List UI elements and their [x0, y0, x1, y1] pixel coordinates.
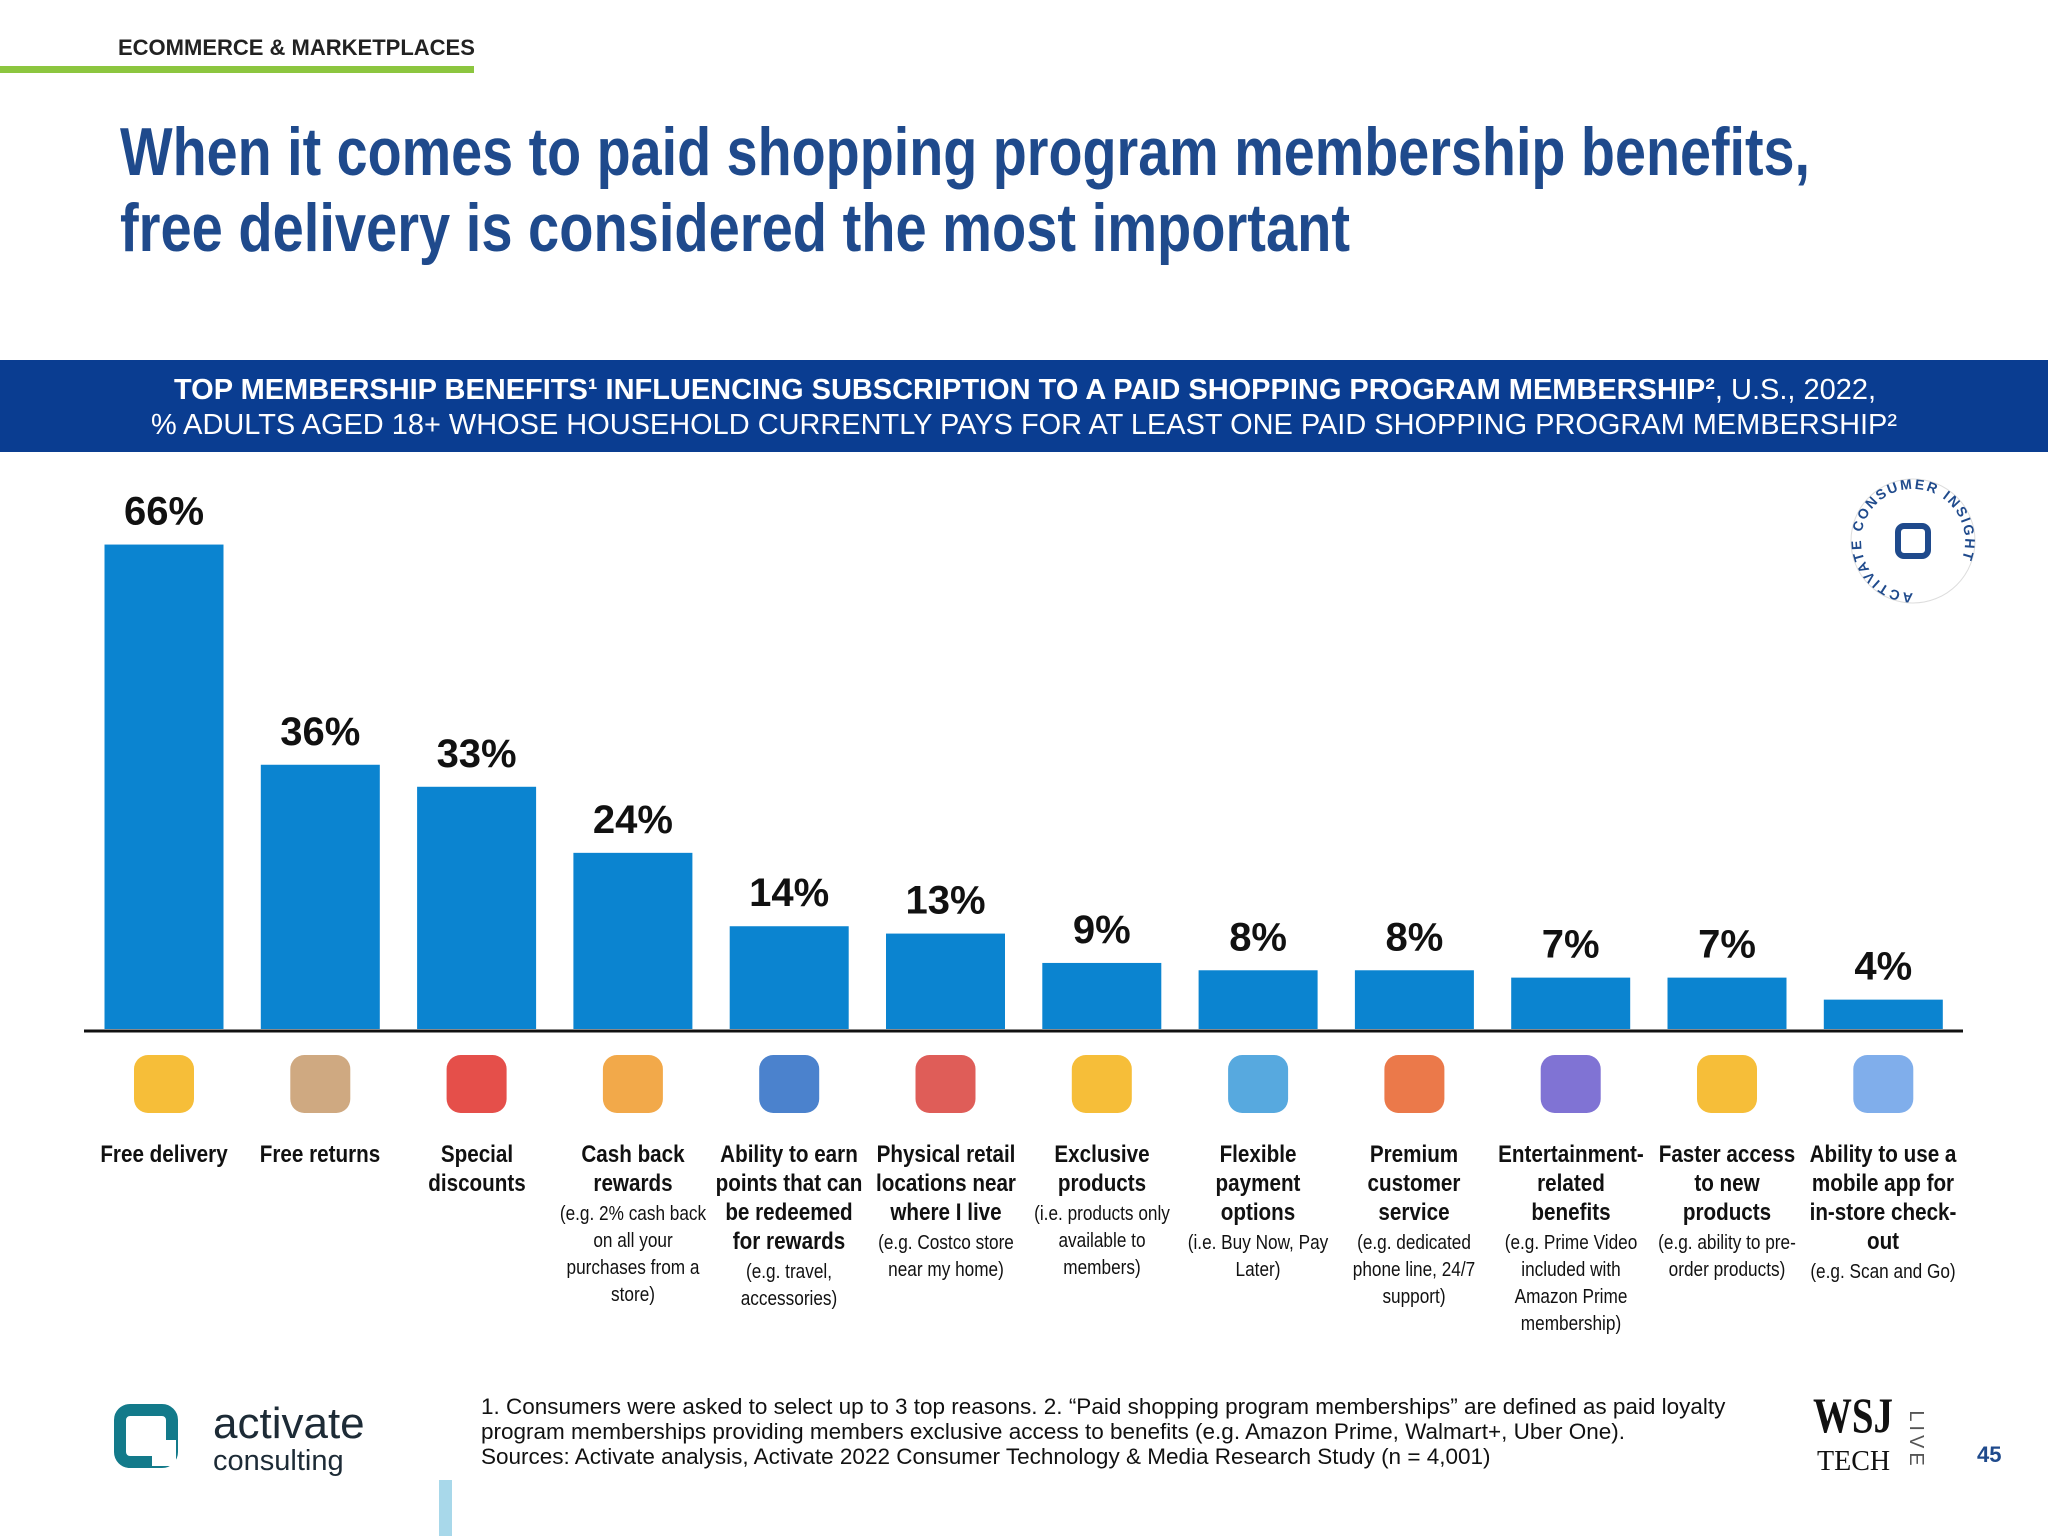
- category-label: Faster access to new products (e.g. abili…: [1651, 1140, 1802, 1284]
- logo-name: activate: [213, 1399, 365, 1448]
- subtitle: TOP MEMBERSHIP BENEFITS¹ INFLUENCING SUB…: [174, 374, 1876, 406]
- bar: [417, 786, 537, 1029]
- category-note: (e.g. Prime Video included with Amazon P…: [1504, 1232, 1637, 1335]
- icon: [290, 1055, 351, 1113]
- source: Sources: Activate analysis, Activate 202…: [481, 1444, 1491, 1469]
- value-label: 8%: [1385, 915, 1443, 959]
- category-note: (e.g. Scan and Go): [1810, 1261, 1956, 1283]
- bar: [1511, 977, 1631, 1029]
- value-label: 8%: [1229, 915, 1287, 959]
- category-name: Flexible payment options: [1215, 1141, 1301, 1226]
- category-label: Free returns: [245, 1140, 396, 1169]
- icon: [1697, 1055, 1757, 1113]
- icon: [759, 1055, 820, 1113]
- page-number: 45: [1977, 1442, 2001, 1467]
- value-label: 36%: [280, 710, 360, 754]
- category-note: (e.g. dedicated phone line, 24/7 support…: [1353, 1232, 1476, 1308]
- category-note: (e.g. 2% cash back on all your purchases…: [559, 1203, 707, 1306]
- icon: [1228, 1055, 1289, 1113]
- value-label: 14%: [749, 871, 829, 915]
- bar: [1042, 962, 1162, 1029]
- category-label: Special discounts: [401, 1140, 552, 1198]
- category-label: Entertainment-related benefits (e.g. Prim…: [1495, 1140, 1646, 1338]
- category-name: Special discounts: [427, 1141, 526, 1197]
- category-name: Entertainment-related benefits: [1497, 1141, 1644, 1226]
- category-name: Free returns: [260, 1141, 381, 1168]
- subtitle-banner: [0, 360, 2048, 452]
- category-label: Flexible payment options (i.e. Buy Now, P…: [1182, 1140, 1333, 1284]
- category-name: Faster access to new products: [1658, 1141, 1796, 1226]
- icon: [134, 1055, 194, 1113]
- category-label: Cash back rewards (e.g. 2% cash back on a…: [557, 1140, 708, 1309]
- logo-icon: [114, 1404, 178, 1468]
- value-label: 33%: [437, 732, 517, 776]
- category-name: Premium customer service: [1367, 1141, 1461, 1226]
- category-label: Ability to earn points that can be redee…: [714, 1140, 865, 1313]
- bar: [104, 544, 224, 1029]
- icon: [602, 1055, 663, 1113]
- bar: [1354, 970, 1474, 1029]
- icon: [915, 1055, 976, 1113]
- value-label: 4%: [1854, 945, 1912, 989]
- icon: [1071, 1055, 1132, 1113]
- title-line: free delivery is considered the most imp…: [120, 190, 1350, 266]
- value-label: 7%: [1698, 923, 1756, 967]
- bar: [729, 926, 849, 1029]
- bar: [260, 764, 380, 1029]
- value-label: 24%: [593, 798, 673, 842]
- icon: [1384, 1055, 1445, 1113]
- value-label: 13%: [905, 879, 985, 923]
- category-name: Exclusive products: [1054, 1141, 1150, 1197]
- bar: [1198, 970, 1318, 1029]
- category-note: (e.g. ability to pre-order products): [1658, 1232, 1796, 1281]
- category-name: Cash back rewards: [581, 1141, 685, 1197]
- category-name: Ability to earn points that can be redee…: [715, 1141, 863, 1255]
- subtitle-rest: , U.S., 2022,: [1715, 374, 1876, 406]
- logo-sub: consulting: [213, 1445, 344, 1477]
- category-label: Premium customer service (e.g. dedicated …: [1339, 1140, 1490, 1311]
- bar: [1667, 977, 1787, 1029]
- bar: [886, 933, 1005, 1029]
- bar: [1823, 999, 1943, 1029]
- category-note: (e.g. travel, accessories): [740, 1261, 838, 1310]
- category-label: Exclusive products (i.e. products only av…: [1026, 1140, 1177, 1282]
- icon: [446, 1055, 507, 1113]
- category-label: Ability to use a mobile app for in-store…: [1808, 1140, 1959, 1286]
- bar: [573, 852, 693, 1029]
- category-label: Physical retail locations near where I l…: [870, 1140, 1021, 1284]
- value-label: 7%: [1542, 923, 1600, 967]
- accent-bar: [439, 1480, 452, 1536]
- badge-ring: [1850, 478, 1976, 604]
- badge-icon: [1895, 523, 1931, 559]
- icon: [1540, 1055, 1601, 1113]
- title-line: When it comes to paid shopping program m…: [120, 114, 1810, 190]
- category-label: Free delivery: [88, 1140, 239, 1169]
- section-label: ECOMMERCE & MARKETPLACES: [118, 35, 475, 60]
- category-note: (i.e. products only available to members…: [1033, 1203, 1170, 1279]
- category-name: Physical retail locations near where I l…: [875, 1141, 1016, 1226]
- category-name: Ability to use a mobile app for in-store…: [1809, 1141, 1957, 1255]
- section-underline: [0, 66, 474, 73]
- footnote: 1. Consumers were asked to select up to …: [481, 1394, 1726, 1444]
- icon: [1853, 1055, 1914, 1113]
- category-note: (e.g. Costco store near my home): [877, 1232, 1014, 1281]
- category-note: (i.e. Buy Now, Pay Later): [1187, 1232, 1329, 1281]
- subtitle-line: % ADULTS AGED 18+ WHOSE HOUSEHOLD CURREN…: [151, 409, 1897, 441]
- value-label: 9%: [1073, 908, 1131, 952]
- category-name: Free delivery: [100, 1141, 228, 1168]
- partner-sub: TECH: [1817, 1446, 1890, 1477]
- logo-icon-cut: [152, 1440, 176, 1466]
- notes: 1. Consumers were asked to select up to …: [481, 1394, 1791, 1469]
- partner-tag: LIVE: [1905, 1410, 1927, 1469]
- subtitle-bold: TOP MEMBERSHIP BENEFITS¹ INFLUENCING SUB…: [174, 374, 1715, 406]
- value-label: 66%: [124, 490, 204, 534]
- partner-name: WSJ: [1813, 1387, 1893, 1443]
